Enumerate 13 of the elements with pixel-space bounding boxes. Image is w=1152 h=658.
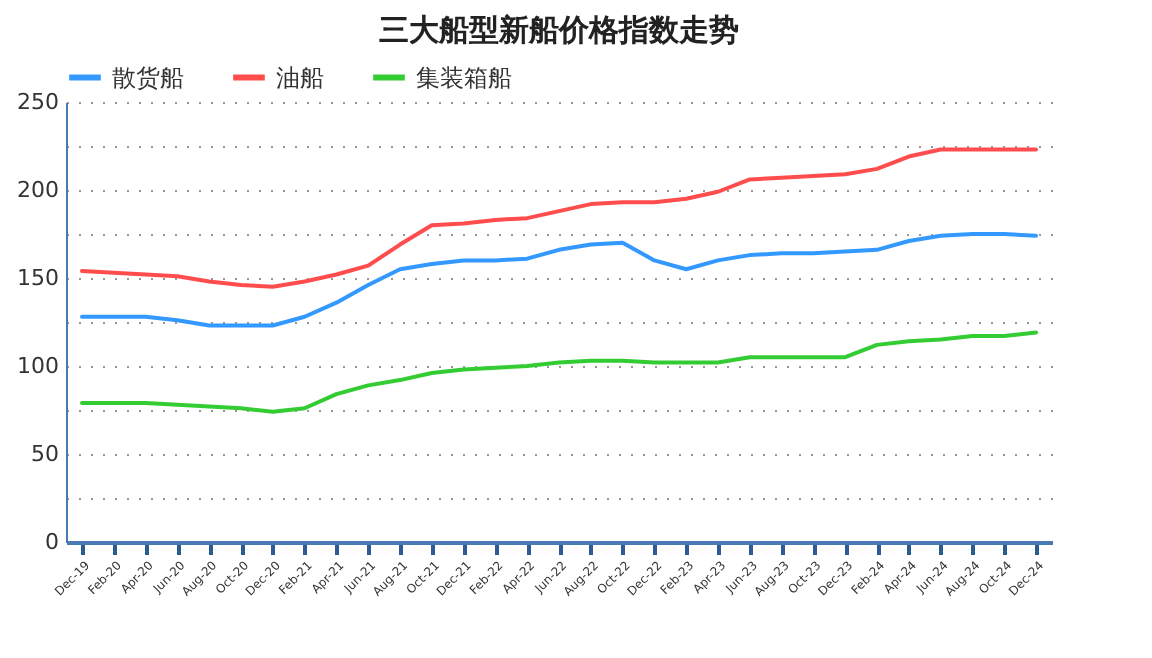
y-tick-label: 0 — [45, 529, 59, 555]
y-tick-label: 50 — [31, 441, 59, 467]
legend-label: 散货船 — [112, 63, 184, 92]
line-series — [80, 330, 1038, 414]
chart-title: 三大船型新船价格指数走势 — [379, 12, 739, 48]
y-tick-label: 250 — [17, 89, 59, 115]
y-tick-label: 100 — [17, 353, 59, 379]
y-tick-label: 200 — [17, 177, 59, 203]
line-series — [80, 232, 1038, 328]
legend-label: 集装箱船 — [416, 63, 512, 92]
legend-label: 油船 — [276, 63, 324, 92]
line-series — [80, 147, 1038, 289]
y-tick-label: 150 — [17, 265, 59, 291]
